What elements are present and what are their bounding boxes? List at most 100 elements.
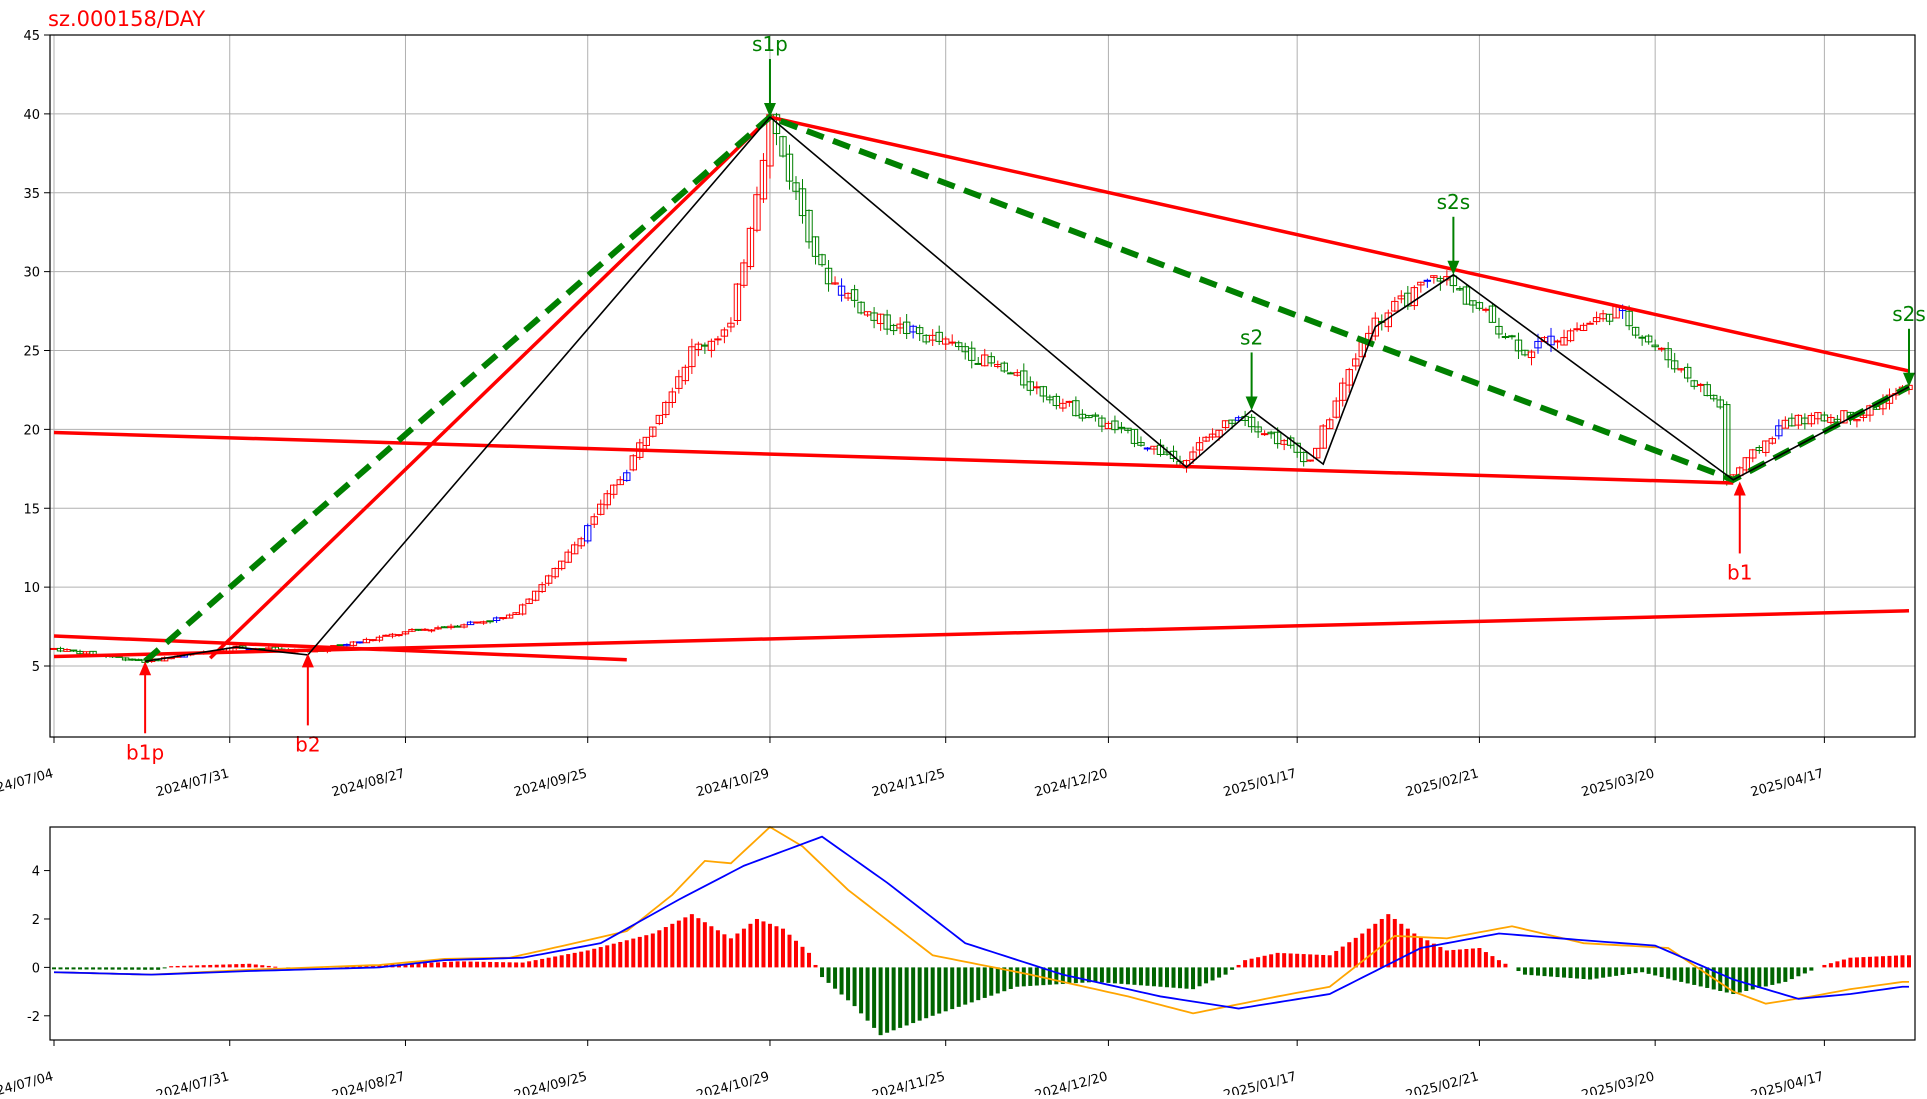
macd-bar [761,921,766,968]
macd-bar [917,967,922,1021]
macd-bar [735,933,740,968]
candle-body [1221,420,1230,429]
macd-bar [1750,967,1755,990]
macd-bar [1718,967,1723,991]
macd-bar [84,967,89,970]
candle-body [336,644,345,647]
macd-x-tick-label: 2024/07/31 [155,1069,231,1095]
candle-body [577,538,585,547]
candle-body [681,366,690,382]
x-tick-label: 2025/01/17 [1222,766,1298,800]
macd-bar [1568,967,1573,979]
macd-bar [559,955,564,968]
macd-bar [1054,967,1059,985]
macd-bar [637,936,642,968]
macd-bar [1848,957,1853,968]
candle-body [1202,436,1210,442]
candle-body [1189,451,1197,460]
candle-body [720,329,729,337]
macd-bar [1887,955,1892,968]
macd-bar [566,954,571,968]
candle-body [1417,281,1425,286]
candle-body [1319,425,1327,449]
candle-body [1684,366,1692,379]
macd-bar [1841,959,1846,968]
macd-bar [208,964,213,968]
candle-body [818,254,826,266]
macd-bar [1529,967,1534,976]
macd-bar [657,930,662,968]
macd-bar [754,918,759,968]
candle-body [1657,347,1666,350]
candle-body [1670,360,1679,370]
candle-body [1273,431,1282,445]
macd-bar [1490,956,1495,968]
macd-bar [807,952,812,968]
candle-body [1560,337,1568,346]
macd-bar [1555,967,1560,978]
macd-bar [1204,967,1209,984]
candle-body [1710,394,1718,400]
macd-bar [904,967,909,1026]
macd-bar [1907,955,1911,968]
candle-body [642,436,650,446]
candle-body [597,503,605,515]
macd-bar [722,934,727,968]
macd-bar [631,938,636,968]
macd-bar [1470,948,1475,968]
x-tick-label: 2024/11/25 [870,766,946,800]
candle-body [850,289,859,301]
candle-body [1716,399,1724,408]
x-tick-label: 2025/03/20 [1580,766,1656,800]
macd-bar [514,962,519,968]
candle-body [1260,433,1269,436]
candle-body [1768,438,1777,444]
macd-bar [1151,967,1156,987]
macd-bar [540,958,545,968]
candle-body [401,631,410,635]
macd-bar [1060,967,1065,984]
macd-bar [136,967,141,970]
macd-bar [1438,947,1443,968]
candle-body [675,376,683,389]
candle-body [369,639,377,642]
trend-line [769,115,1910,373]
macd-x-tick-label: 2024/08/27 [330,1069,406,1095]
y-tick-label: 40 [23,108,40,123]
candle-body [1866,405,1874,416]
candle-body [1566,330,1575,342]
macd-bar [449,961,454,968]
macd-bar [1334,950,1339,968]
macd-bar [130,967,135,970]
macd-bar [91,967,96,970]
macd-bar [436,962,441,968]
buy-arrowhead [301,653,314,668]
macd-bar [1191,967,1196,990]
chart-title: sz.000158/DAY [48,7,205,31]
candle-body [538,584,546,593]
sell-label: s1p [752,32,788,56]
macd-bar [846,967,851,1001]
macd-y-tick-label: 2 [32,913,40,928]
macd-bar [748,923,753,968]
trend-line [53,430,1734,485]
macd-bar [1425,940,1430,968]
macd-bar [1542,967,1547,977]
candle-body [1345,369,1353,386]
macd-x-tick-label: 2024/09/25 [512,1069,588,1095]
macd-bar [592,948,597,968]
macd-bar [982,967,987,998]
candle-body [50,647,58,650]
macd-bar [572,952,577,968]
candle-body [1033,386,1041,389]
macd-bar [1379,918,1384,968]
candle-body [1475,302,1484,309]
candle-body [1762,440,1770,453]
candle-body [1749,449,1757,459]
dif-line [53,825,1909,1015]
macd-bar [1269,954,1274,968]
candle-body [427,629,436,632]
macd-x-tick-label: 2025/03/20 [1580,1069,1656,1095]
candle-body [486,620,494,623]
macd-bar [995,967,1000,994]
